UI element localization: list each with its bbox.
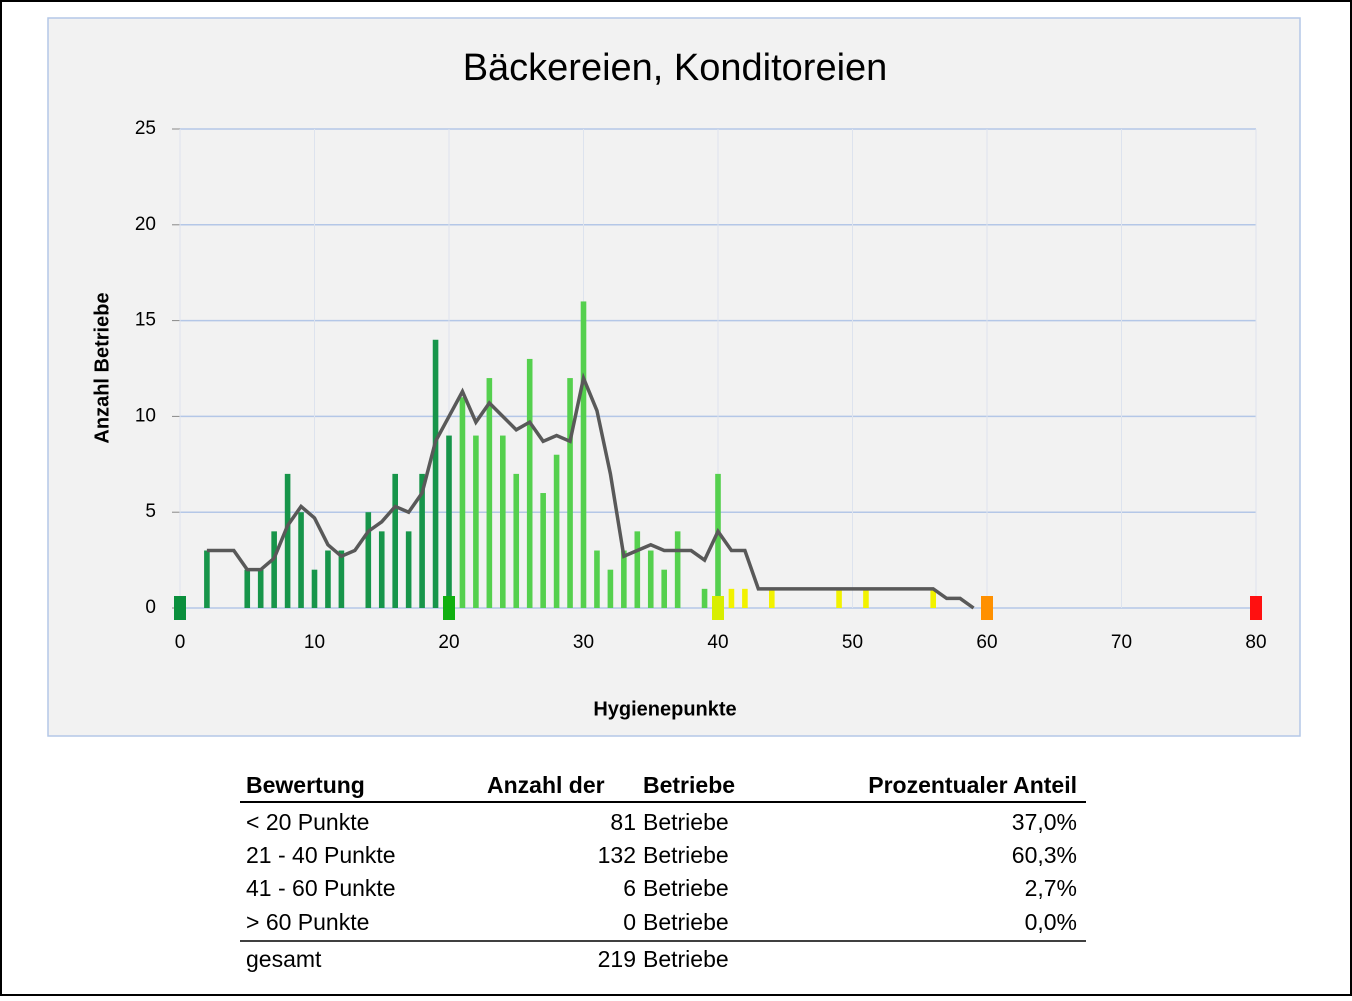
x-tick-label: 80 [1245, 632, 1266, 653]
bar [863, 588, 869, 608]
x-tick-label: 40 [707, 632, 728, 653]
y-tick-label: 5 [145, 501, 156, 522]
bar [338, 550, 345, 608]
table-cell: < 20 Punkte [246, 809, 369, 835]
table-cell: Betriebe [643, 875, 729, 901]
y-axis-label: Anzahl Betriebe [91, 292, 113, 443]
bar [405, 531, 412, 608]
bar [607, 569, 614, 608]
bar [769, 588, 775, 608]
x-tick-label: 70 [1111, 632, 1132, 653]
bar [325, 550, 331, 608]
table-header: Anzahl der [487, 772, 605, 798]
y-tick-label: 15 [135, 310, 156, 331]
chart-area [47, 17, 1301, 737]
table-header: Prozentualer Anteil [868, 772, 1077, 798]
score-scale [174, 596, 1262, 620]
x-tick-label: 20 [438, 632, 459, 653]
y-tick-label: 10 [135, 405, 156, 426]
x-axis-label: Hygienepunkte [593, 698, 736, 720]
bar [621, 550, 627, 608]
table-cell: 81 [610, 809, 636, 835]
table-total: Betriebe [643, 946, 729, 972]
bar [271, 531, 277, 608]
bar [432, 339, 439, 608]
x-tick-label: 60 [976, 632, 997, 653]
table-header: Bewertung [246, 772, 365, 798]
y-tick-label: 25 [135, 118, 156, 139]
table-cell: 41 - 60 Punkte [246, 875, 396, 901]
table-cell: 37,0% [1012, 809, 1077, 835]
table-cell: 60,3% [1012, 842, 1077, 868]
bar [526, 358, 533, 608]
bar [284, 473, 291, 608]
bar [204, 550, 210, 608]
table-cell: 0,0% [1025, 909, 1077, 935]
bar [674, 531, 681, 608]
table-cell: 0 [623, 909, 636, 935]
table-total: 219 [598, 946, 636, 972]
table-cell: Betriebe [643, 909, 729, 935]
table-cell: Betriebe [643, 809, 729, 835]
bar [365, 512, 372, 608]
bar [473, 435, 479, 608]
table-total: gesamt [246, 946, 322, 972]
x-tick-label: 50 [842, 632, 863, 653]
bar [513, 473, 520, 608]
bar [459, 397, 466, 608]
chart-title: Bäckereien, Konditoreien [463, 47, 888, 89]
table-cell: 21 - 40 Punkte [246, 842, 396, 868]
x-tick-label: 10 [304, 632, 325, 653]
bar [930, 588, 936, 608]
bar [540, 493, 546, 608]
bar [244, 569, 251, 608]
y-tick-label: 0 [145, 597, 156, 618]
bar [634, 531, 641, 608]
bar [836, 588, 842, 608]
x-tick-label: 30 [573, 632, 594, 653]
bar [311, 569, 318, 608]
bar [378, 531, 385, 608]
y-tick-label: 20 [135, 214, 156, 235]
bar [594, 550, 600, 608]
bar [392, 473, 398, 608]
bar [701, 588, 708, 608]
table-cell: 6 [623, 875, 636, 901]
bar [553, 454, 560, 608]
bar [661, 569, 667, 608]
bar [742, 588, 748, 608]
bar [257, 569, 264, 608]
table-cell: Betriebe [643, 842, 729, 868]
table-header: Betriebe [643, 772, 735, 798]
bar [419, 473, 425, 608]
bar [567, 378, 573, 608]
bar [446, 435, 452, 608]
bar [728, 588, 735, 608]
table-cell: 2,7% [1025, 875, 1077, 901]
bar [647, 550, 654, 608]
bar [500, 435, 506, 608]
bar [715, 473, 721, 608]
bar [580, 301, 587, 608]
table-cell: > 60 Punkte [246, 909, 369, 935]
table-cell: 132 [598, 842, 636, 868]
x-tick-label: 0 [175, 632, 186, 653]
bar [486, 378, 493, 608]
trend-line [206, 372, 975, 610]
bar [298, 512, 304, 608]
